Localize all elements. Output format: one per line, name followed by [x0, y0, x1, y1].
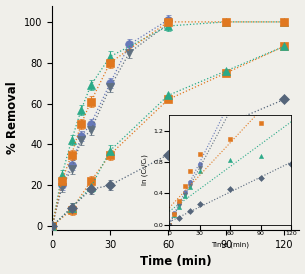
Y-axis label: ln (C₀/Cₜ): ln (C₀/Cₜ) [141, 155, 148, 185]
Y-axis label: % Removal: % Removal [5, 81, 19, 154]
X-axis label: Time (min): Time (min) [211, 241, 249, 248]
X-axis label: Time (min): Time (min) [140, 255, 212, 269]
